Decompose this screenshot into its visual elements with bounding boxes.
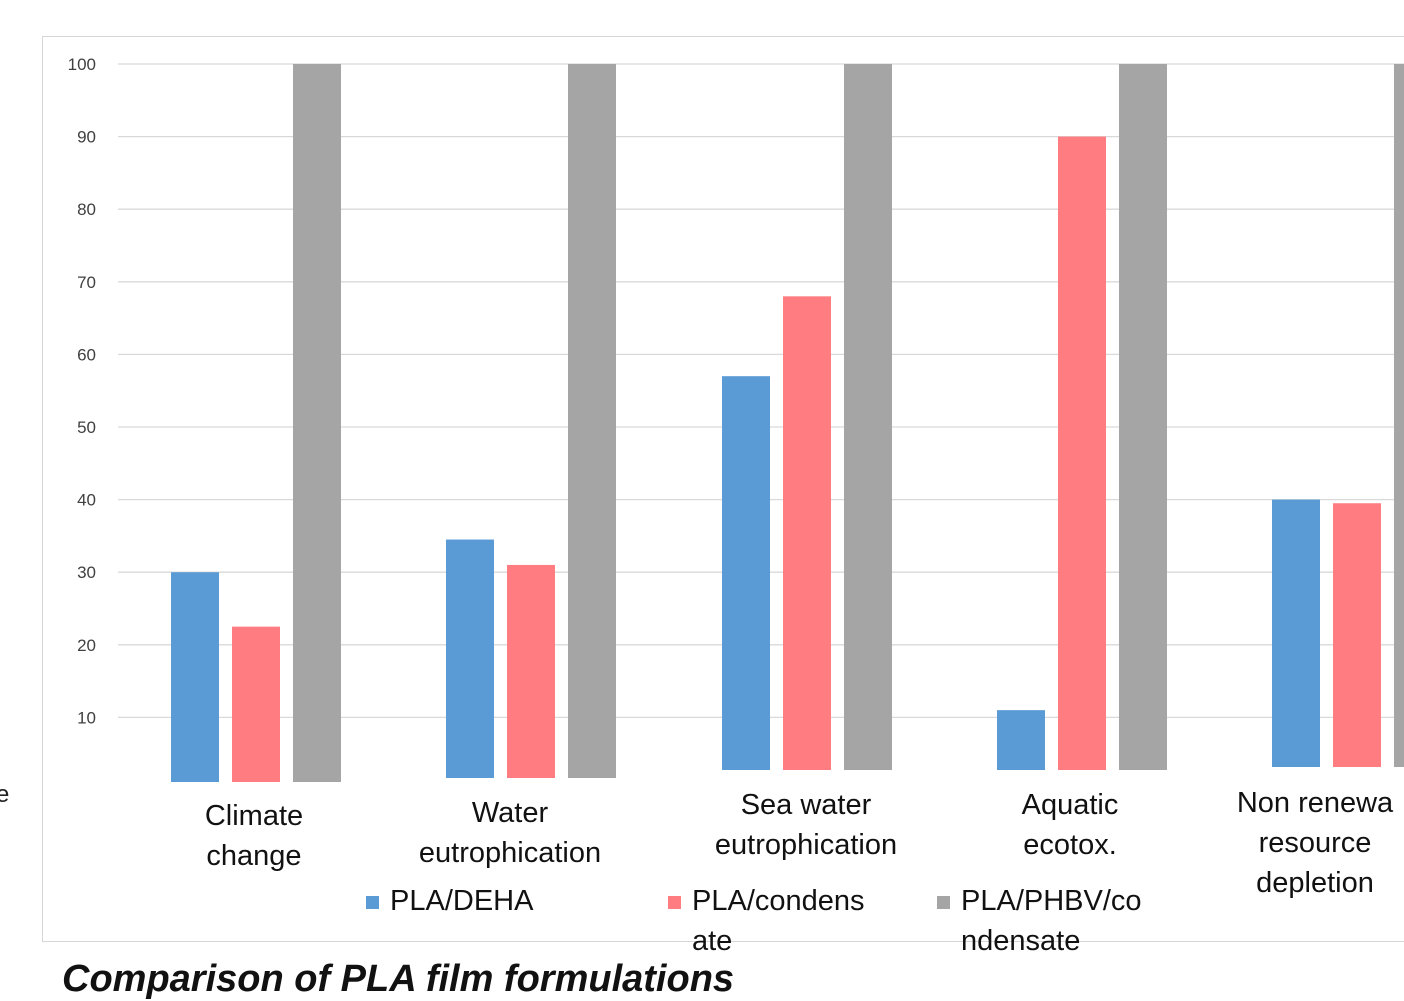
baseline-mask — [44, 765, 1404, 907]
bar-pla-condensate — [783, 296, 831, 770]
bars — [171, 64, 1404, 782]
y-tick-label: 30 — [77, 563, 96, 582]
bar-pla-deha — [446, 539, 494, 778]
bar-pla-deha — [1272, 499, 1320, 767]
bar-pla-deha — [722, 376, 770, 770]
y-tick-label: 60 — [77, 345, 96, 364]
chart-frame — [42, 36, 1404, 942]
legend-label: PLA/condens ate — [692, 885, 865, 957]
category-label: Water eutrophication — [419, 797, 601, 869]
legend-label: PLA/PHBV/co ndensate — [961, 885, 1142, 957]
bar-pla-deha — [171, 572, 219, 782]
y-tick-label: 100 — [68, 55, 96, 74]
bar-pla-phbv-condensate — [844, 64, 892, 770]
bar-pla-phbv-condensate — [568, 64, 616, 778]
bar-pla-condensate — [507, 564, 555, 778]
legend-label: PLA/DEHA — [390, 885, 534, 917]
bar-pla-phbv-condensate — [1394, 64, 1404, 767]
bar-pla-condensate — [1333, 503, 1381, 767]
y-axis-ticks: 0102030405060708090100 — [68, 55, 96, 800]
y-tick-label: 90 — [77, 128, 96, 147]
category-label: Climate change — [205, 800, 303, 872]
legend-swatch — [366, 896, 379, 909]
category-label: Sea water eutrophication — [715, 789, 897, 861]
legend: PLA/DEHA PLA/condens ate PLA/PHBV/co ndensat… — [366, 885, 1142, 957]
bar-pla-deha — [997, 710, 1045, 770]
bar-pla-condensate — [1058, 136, 1106, 771]
bar-pla-phbv-condensate — [293, 64, 341, 782]
y-tick-label: 80 — [77, 200, 96, 219]
stray-label: e — [0, 781, 9, 808]
legend-swatch — [937, 896, 950, 909]
y-tick-label: 10 — [77, 708, 96, 727]
y-tick-label: 50 — [77, 418, 96, 437]
y-tick-label: 20 — [77, 636, 96, 655]
legend-swatch — [668, 896, 681, 909]
bar-pla-condensate — [232, 626, 280, 782]
label-band — [44, 765, 1404, 907]
category-label: Non renewa resource depletion — [1237, 787, 1394, 899]
y-tick-label: 40 — [77, 491, 96, 510]
category-label: Aquatic ecotox. — [1022, 789, 1119, 861]
figure-caption: Comparison of PLA film formulations — [62, 958, 735, 1000]
bar-pla-phbv-condensate — [1119, 64, 1167, 770]
y-tick-label: 70 — [77, 273, 96, 292]
category-labels: Climate change Water eutrophication Sea wate… — [205, 787, 1394, 899]
